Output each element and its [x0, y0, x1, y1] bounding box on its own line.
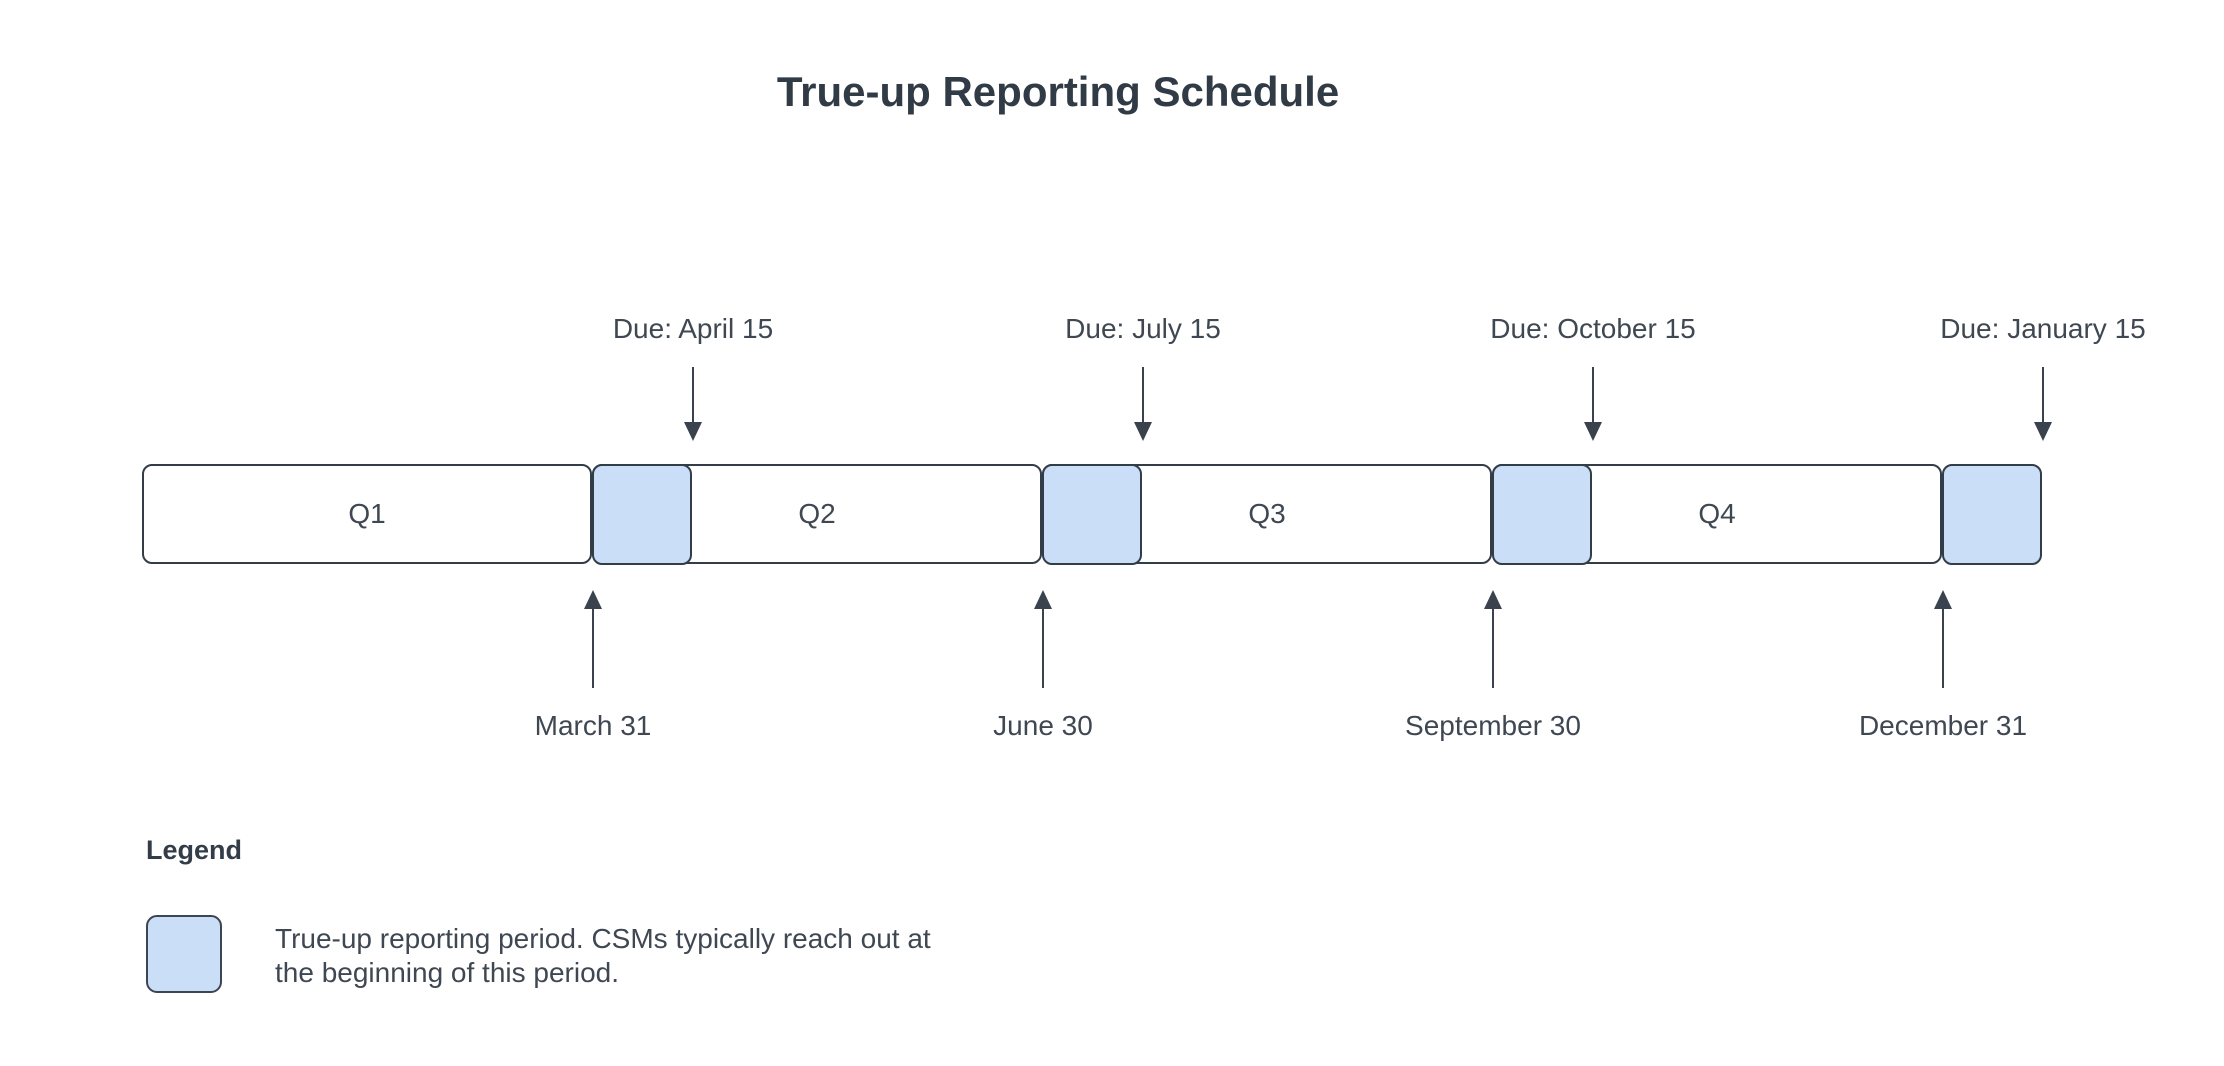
arrow-stem	[1592, 367, 1594, 422]
arrow-down-icon	[1134, 367, 1152, 441]
quarter-label: Q2	[798, 498, 836, 529]
arrow-head	[2034, 422, 2052, 441]
trueup-period-box	[1942, 464, 2042, 565]
quarter-end-label-march: March 31	[534, 710, 652, 741]
legend-description-line: the beginning of this period.	[275, 957, 620, 988]
arrow-stem	[2042, 367, 2044, 422]
legend-title: Legend	[146, 835, 243, 865]
arrow-up-icon	[584, 590, 602, 688]
quarter-end-label-september: September 30	[1405, 710, 1581, 741]
arrow-head	[1934, 590, 1952, 609]
arrow-head	[1584, 422, 1602, 441]
arrow-up-icon	[1034, 590, 1052, 688]
arrow-up-icon	[1484, 590, 1502, 688]
arrow-down-icon	[1584, 367, 1602, 441]
legend-swatch	[146, 915, 222, 993]
legend-description-line: True-up reporting period. CSMs typically…	[275, 923, 931, 954]
quarter-label: Q3	[1248, 498, 1286, 529]
quarter-label: Q1	[348, 498, 386, 529]
page-title: True-up Reporting Schedule	[776, 68, 1340, 115]
trueup-period-box	[1042, 464, 1142, 565]
arrow-stem	[1942, 609, 1944, 688]
quarter-label: Q4	[1698, 498, 1736, 529]
arrow-head	[1034, 590, 1052, 609]
arrow-down-icon	[684, 367, 702, 441]
arrow-head	[584, 590, 602, 609]
trueup-period-box	[1492, 464, 1592, 565]
due-date-label-october: Due: October 15	[1490, 313, 1696, 344]
quarter-end-label-june: June 30	[993, 710, 1093, 741]
legend-description: True-up reporting period. CSMs typically…	[275, 922, 931, 990]
arrow-stem	[592, 609, 594, 688]
arrow-head	[1484, 590, 1502, 609]
trueup-period-box	[592, 464, 692, 565]
arrow-down-icon	[2034, 367, 2052, 441]
arrow-head	[1134, 422, 1152, 441]
arrow-stem	[1492, 609, 1494, 688]
due-date-label-july: Due: July 15	[1065, 313, 1221, 344]
quarter-box-q1: Q1	[142, 464, 592, 564]
arrow-stem	[1042, 609, 1044, 688]
due-date-label-january: Due: January 15	[1940, 313, 2146, 344]
quarter-end-label-december: December 31	[1858, 710, 2028, 741]
arrow-up-icon	[1934, 590, 1952, 688]
due-date-label-april: Due: April 15	[612, 313, 774, 344]
arrow-stem	[1142, 367, 1144, 422]
arrow-stem	[692, 367, 694, 422]
arrow-head	[684, 422, 702, 441]
